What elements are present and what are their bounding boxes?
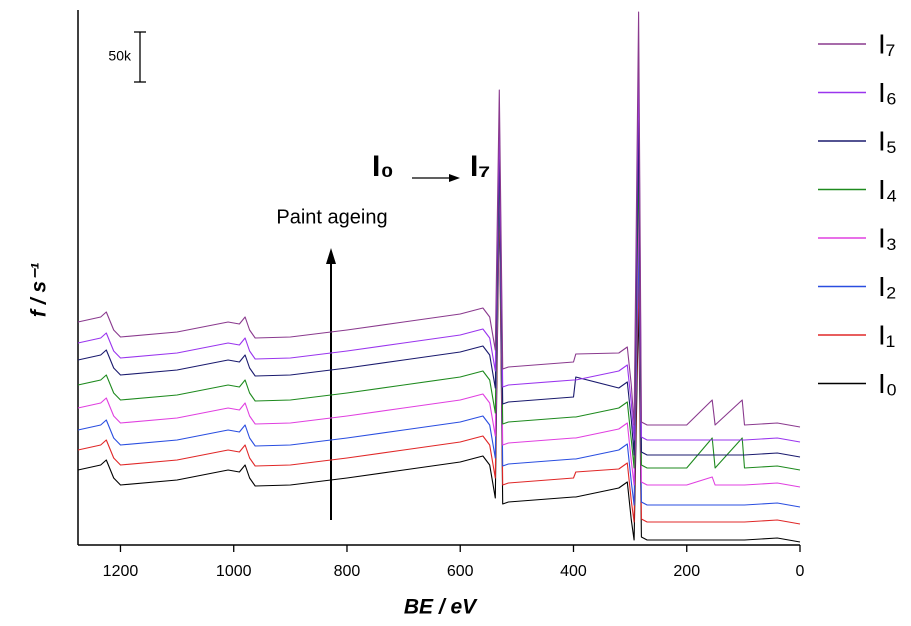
legend-label: I₅ bbox=[878, 125, 897, 156]
x-tick-label: 800 bbox=[334, 563, 361, 580]
ageing-arrowhead bbox=[326, 248, 336, 264]
annotation-label: Paint ageing bbox=[276, 206, 387, 228]
legend-label: I₄ bbox=[878, 174, 897, 205]
x-tick-label: 1200 bbox=[103, 563, 139, 580]
spectrum-line bbox=[77, 199, 801, 543]
x-tick-label: 600 bbox=[447, 563, 474, 580]
annotation-to: I₇ bbox=[470, 150, 490, 183]
legend-label: I₂ bbox=[878, 271, 897, 302]
annotation-small-arrowhead bbox=[449, 174, 460, 182]
x-tick-label: 1000 bbox=[216, 563, 252, 580]
spectrum-line bbox=[77, 119, 801, 458]
x-tick-label: 200 bbox=[673, 563, 700, 580]
legend-label: I₆ bbox=[878, 77, 897, 108]
legend-label: I₀ bbox=[878, 368, 897, 399]
annotation-from: I₀ bbox=[372, 150, 394, 183]
x-axis-label: BE / eV bbox=[404, 596, 478, 619]
spectrum-line bbox=[77, 189, 801, 525]
legend-label: I₁ bbox=[878, 319, 895, 350]
spectrum-line bbox=[77, 59, 801, 443]
x-tick-label: 0 bbox=[796, 563, 805, 580]
legend-label: I₇ bbox=[878, 28, 895, 59]
y-axis-label: f / s⁻¹ bbox=[28, 263, 51, 317]
spectrum-line bbox=[77, 11, 801, 428]
legend-label: I₃ bbox=[878, 222, 897, 253]
scale-bar-label: 50k bbox=[108, 48, 132, 64]
x-tick-label: 400 bbox=[560, 563, 587, 580]
spectrum-line bbox=[77, 159, 801, 471]
